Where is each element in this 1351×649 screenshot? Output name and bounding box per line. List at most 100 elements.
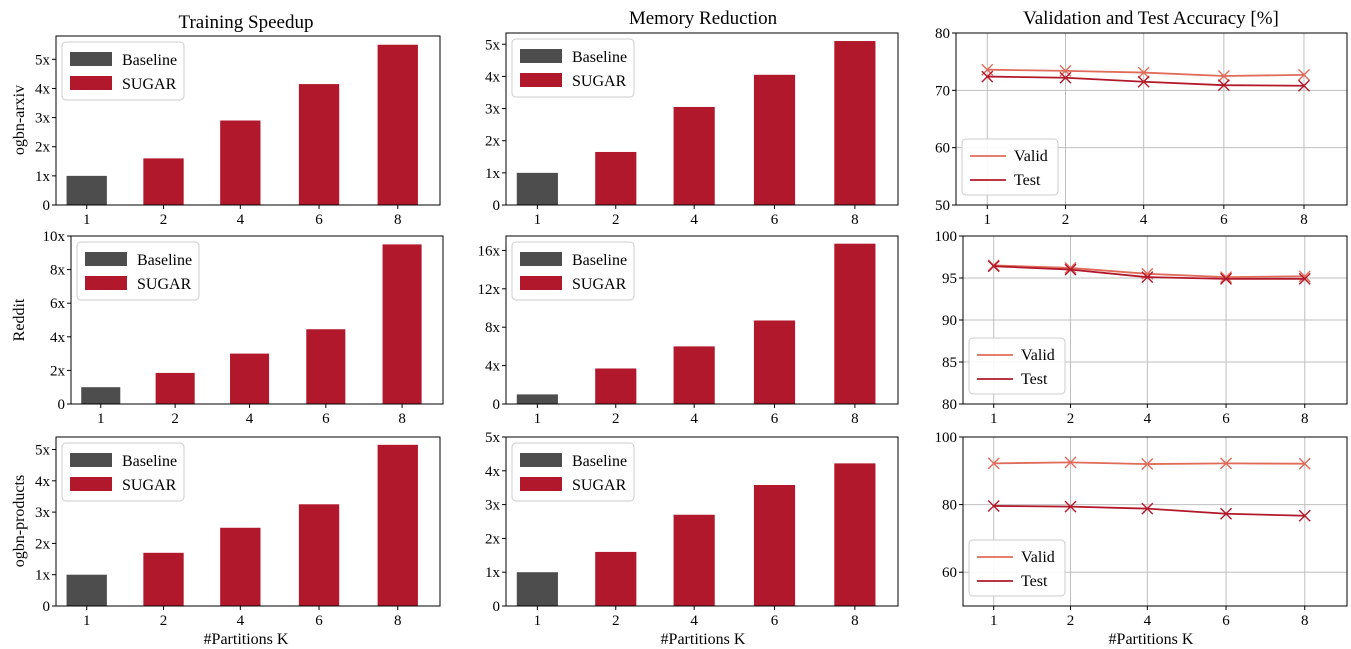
x-tick-label: 8 [1301, 411, 1309, 427]
legend-swatch-baseline [520, 453, 562, 467]
marker-valid-k4 [1137, 66, 1150, 79]
marker-valid-k2 [1064, 456, 1077, 469]
x-tick-label: 6 [315, 212, 323, 228]
legend-box [961, 138, 1059, 196]
y-tick-label: 3x [35, 505, 51, 521]
y-tick-label: 0 [43, 599, 51, 615]
y-tick-label: 100 [935, 229, 958, 245]
y-tick-label: 2x [35, 140, 51, 156]
bar-sugar-k8 [834, 463, 876, 606]
marker-test-k4 [1141, 271, 1154, 284]
legend-label-sugar: SUGAR [572, 73, 627, 90]
y-tick-label: 5x [485, 430, 501, 446]
legend: Baseline SUGAR [76, 241, 200, 301]
row-label-ogbn-arxiv: ogbn-arxiv [11, 85, 28, 155]
bar-sugar-k8 [834, 41, 876, 205]
legend-label-test: Test [1021, 371, 1048, 388]
bar-sugar-k8 [377, 444, 418, 606]
bar-sugar-k2 [155, 372, 195, 404]
x-tick-label: 4 [237, 212, 245, 228]
x-tick-label: 4 [246, 411, 254, 427]
marker-valid-k6 [1220, 457, 1233, 470]
bar-sugar-k8 [377, 44, 418, 205]
marker-test-k1 [987, 260, 1000, 273]
x-axis-label-memory: #Partitions K [661, 631, 746, 648]
y-tick-label: 3x [485, 102, 501, 118]
legend: Valid Test [968, 539, 1066, 597]
marker-test-k2 [1064, 500, 1077, 513]
marker-test-k2 [1064, 263, 1077, 276]
y-tick-label: 70 [935, 83, 950, 99]
bar-sugar-k6 [753, 320, 796, 404]
bar-sugar-k6 [306, 329, 346, 404]
bar-baseline-k1 [516, 172, 558, 205]
bar-baseline-k1 [66, 175, 107, 205]
legend-label-valid: Valid [1021, 347, 1055, 364]
y-tick-label: 1x [35, 568, 51, 584]
x-axis-label-speedup: #Partitions K [204, 631, 289, 648]
x-tick-label: 1 [990, 613, 998, 629]
legend-label-baseline: Baseline [137, 252, 192, 269]
y-tick-label: 0 [43, 198, 51, 214]
x-axis-label-accuracy: #Partitions K [1109, 631, 1194, 648]
axes-frame [55, 35, 441, 206]
y-tick-label: 3x [485, 498, 501, 514]
legend-swatch-baseline [520, 49, 562, 63]
y-tick-label: 3x [35, 111, 51, 127]
bar-sugar-k8 [382, 244, 422, 404]
bar-sugar-k6 [298, 504, 340, 606]
legend-swatch-sugar [70, 76, 112, 90]
axes-frame [962, 436, 1348, 607]
legend-label-test: Test [1021, 573, 1048, 590]
x-tick-label: 8 [1300, 212, 1308, 228]
bar-sugar-k4 [673, 106, 715, 205]
x-tick-label: 6 [771, 212, 779, 228]
y-tick-label: 4x [485, 464, 501, 480]
x-tick-label: 2 [612, 411, 620, 427]
y-tick-label: 95 [942, 271, 957, 287]
bar-sugar-k6 [753, 74, 796, 205]
x-tick-label: 4 [1144, 613, 1152, 629]
legend-swatch-sugar [70, 477, 112, 491]
marker-test-k6 [1217, 79, 1230, 92]
y-tick-label: 0 [493, 599, 501, 615]
y-tick-label: 0 [493, 397, 501, 413]
legend-label-baseline: Baseline [122, 453, 177, 470]
x-tick-label: 8 [1301, 613, 1309, 629]
bar-sugar-k2 [595, 551, 637, 606]
x-tick-label: 4 [690, 613, 698, 629]
y-tick-label: 2x [485, 531, 501, 547]
y-tick-label: 4x [485, 69, 501, 85]
x-tick-label: 1 [990, 411, 998, 427]
panel-speedup-arxiv: 0 1x 2x 3x 4x 5x 1 2 4 6 8 Baseline SUGAR [35, 35, 441, 228]
panel-memory-arxiv: 0 1x 2x 3x 4x 5x 1 2 4 6 8 Baseline SUGAR [485, 32, 899, 228]
y-tick-label: 8x [485, 320, 501, 336]
y-tick-label: 12x [478, 282, 501, 298]
y-tick-label: 1x [485, 565, 501, 581]
y-tick-label: 0 [58, 397, 66, 413]
legend: Valid Test [968, 337, 1066, 395]
bar-sugar-k2 [595, 368, 637, 404]
y-tick-label: 1x [35, 169, 51, 185]
x-tick-label: 1 [534, 613, 542, 629]
axes-frame [505, 32, 899, 206]
y-tick-label: 60 [935, 141, 950, 157]
x-tick-label: 1 [534, 411, 542, 427]
y-tick-label: 0 [493, 198, 501, 214]
y-tick-label: 100 [935, 430, 958, 446]
y-tick-label: 2x [485, 134, 501, 150]
legend-swatch-sugar [520, 276, 562, 290]
y-tick-label: 5x [485, 37, 501, 53]
bar-sugar-k8 [834, 243, 876, 404]
marker-test-k2 [1059, 71, 1072, 84]
marker-valid-k2 [1064, 261, 1077, 274]
marker-valid-k8 [1297, 68, 1310, 81]
y-tick-label: 1x [485, 166, 501, 182]
x-tick-label: 8 [398, 411, 406, 427]
x-tick-label: 2 [1067, 613, 1075, 629]
legend-label-sugar: SUGAR [122, 76, 177, 93]
panel-speedup-products: 0 1x 2x 3x 4x 5x 1 2 4 6 8 Baseline SUGAR [35, 436, 441, 629]
marker-test-k6 [1220, 507, 1233, 520]
x-tick-label: 4 [237, 613, 245, 629]
marker-valid-k1 [987, 457, 1000, 470]
